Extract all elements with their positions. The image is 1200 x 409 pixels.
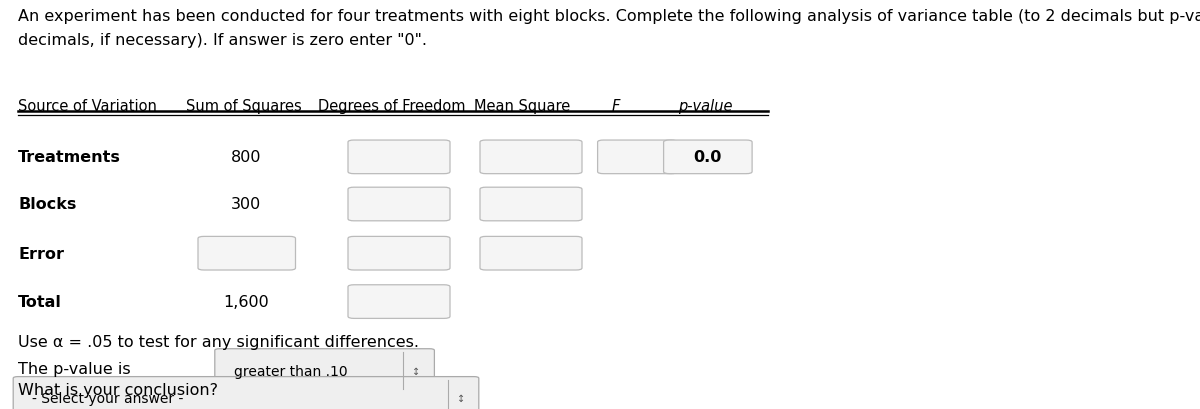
FancyBboxPatch shape bbox=[480, 141, 582, 174]
Text: 800: 800 bbox=[230, 150, 262, 165]
FancyBboxPatch shape bbox=[198, 237, 295, 270]
FancyBboxPatch shape bbox=[348, 237, 450, 270]
Text: p-value: p-value bbox=[678, 99, 732, 114]
Text: ↕: ↕ bbox=[413, 366, 420, 376]
FancyBboxPatch shape bbox=[348, 188, 450, 221]
Text: ↕: ↕ bbox=[457, 393, 464, 403]
Text: - Select your answer -: - Select your answer - bbox=[32, 391, 184, 405]
Text: Treatments: Treatments bbox=[18, 150, 121, 165]
FancyBboxPatch shape bbox=[480, 237, 582, 270]
FancyBboxPatch shape bbox=[348, 285, 450, 319]
FancyBboxPatch shape bbox=[480, 188, 582, 221]
FancyBboxPatch shape bbox=[13, 377, 479, 409]
Text: decimals, if necessary). If answer is zero enter "0".: decimals, if necessary). If answer is ze… bbox=[18, 34, 427, 48]
FancyBboxPatch shape bbox=[664, 141, 752, 174]
FancyBboxPatch shape bbox=[348, 141, 450, 174]
Text: What is your conclusion?: What is your conclusion? bbox=[18, 382, 218, 397]
Text: Mean Square: Mean Square bbox=[474, 99, 570, 114]
Text: An experiment has been conducted for four treatments with eight blocks. Complete: An experiment has been conducted for fou… bbox=[18, 9, 1200, 24]
Text: The p-value is: The p-value is bbox=[18, 362, 131, 376]
Text: Degrees of Freedom: Degrees of Freedom bbox=[318, 99, 466, 114]
Text: Source of Variation: Source of Variation bbox=[18, 99, 157, 114]
Text: F: F bbox=[612, 99, 620, 114]
Text: Use α = .05 to test for any significant differences.: Use α = .05 to test for any significant … bbox=[18, 334, 419, 349]
Text: Blocks: Blocks bbox=[18, 197, 77, 212]
Text: Error: Error bbox=[18, 246, 64, 261]
Text: Total: Total bbox=[18, 294, 62, 309]
Text: 0.0: 0.0 bbox=[694, 150, 722, 165]
FancyBboxPatch shape bbox=[598, 141, 677, 174]
FancyBboxPatch shape bbox=[215, 349, 434, 393]
Text: 300: 300 bbox=[230, 197, 262, 212]
Text: 1,600: 1,600 bbox=[223, 294, 269, 309]
Text: greater than .10: greater than .10 bbox=[234, 364, 348, 378]
Text: Sum of Squares: Sum of Squares bbox=[186, 99, 301, 114]
